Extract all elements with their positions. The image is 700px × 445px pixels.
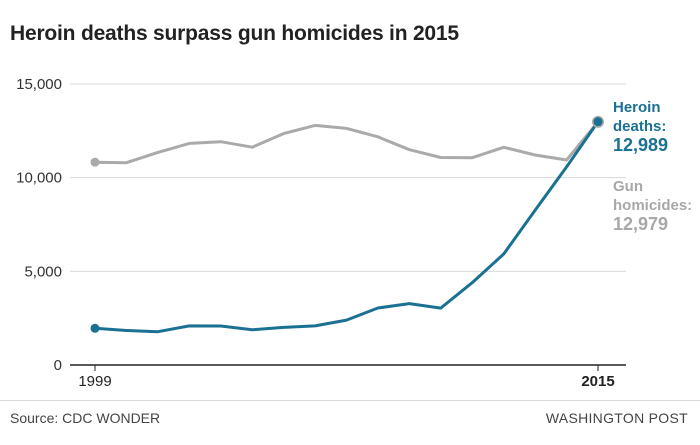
footer-divider (0, 400, 700, 401)
heroin-label: Heroin deaths: 12,989 (613, 98, 683, 155)
series-lines (93, 120, 600, 334)
y-tick-label-5000: 5,000 (24, 263, 62, 280)
gridlines (70, 83, 626, 366)
gun-value: 12,979 (613, 214, 669, 234)
y-tick-label-15000: 15,000 (16, 76, 62, 93)
source-note: Source: CDC WONDER (10, 410, 161, 426)
x-tick-label-2015: 2015 (581, 373, 614, 390)
heroin-point-2015 (593, 117, 603, 127)
gun-series-name: Gun homicides: (613, 178, 693, 214)
gun-point-1999 (90, 157, 100, 167)
chart-title: Heroin deaths surpass gun homicides in 2… (10, 22, 459, 45)
heroin-value: 12,989 (613, 135, 669, 155)
gun-label: Gun homicides: 12,979 (613, 177, 700, 234)
heroin-line (93, 120, 600, 334)
x-axis-ticks: 1999 2015 (78, 365, 615, 390)
line-chart: 0 5,000 10,000 15,000 1999 2015 (16, 76, 626, 390)
x-tick-label-1999: 1999 (78, 373, 111, 390)
credit-note: WASHINGTON POST (545, 410, 688, 426)
y-tick-label-10000: 10,000 (16, 170, 62, 187)
heroin-series-name: Heroin deaths: (613, 99, 667, 135)
series-endpoints (90, 115, 604, 333)
y-tick-label-0: 0 (54, 357, 62, 374)
y-axis-ticks: 0 5,000 10,000 15,000 (16, 76, 62, 374)
heroin-point-1999 (90, 323, 100, 333)
gun-line (93, 120, 600, 165)
